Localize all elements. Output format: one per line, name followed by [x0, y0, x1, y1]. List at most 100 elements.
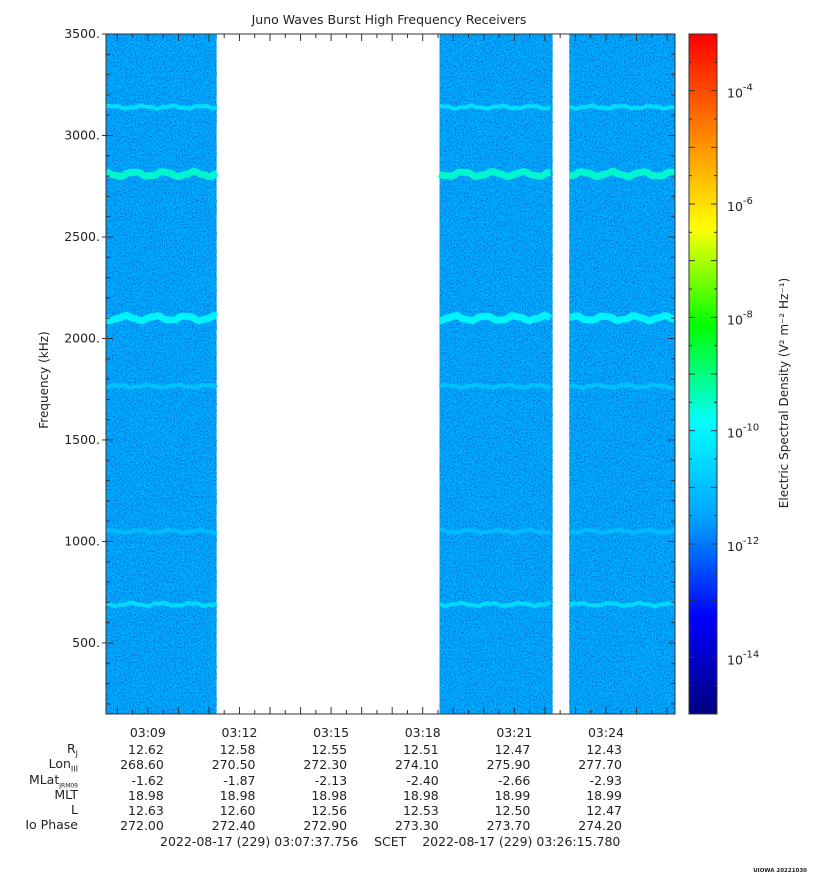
- ephemeris-row-label: RJ: [67, 741, 78, 759]
- ephemeris-cell: 12.43: [586, 742, 622, 757]
- emission-line: [569, 167, 675, 181]
- ephemeris-cell: 274.20: [578, 818, 622, 833]
- emission-line: [569, 527, 675, 536]
- y-axis: 500. 1000. 1500. 2000. 2500. 3000. 3500.: [64, 26, 675, 705]
- ephemeris-row-label: L: [71, 802, 78, 817]
- ephemeris-cell: 12.47: [586, 803, 622, 818]
- y-tick-label: 2000.: [64, 330, 100, 345]
- colorbar-tick-label: 10-8: [727, 309, 753, 327]
- y-tick-label: 1000.: [64, 533, 100, 548]
- x-tick-label: 03:15: [313, 725, 349, 740]
- colorbar-tick-exponent: -10: [743, 423, 759, 434]
- ephemeris-cell: 272.00: [120, 818, 164, 833]
- ephemeris-cell: 275.90: [486, 757, 531, 772]
- ephemeris-cell: 12.50: [494, 803, 531, 818]
- x-tick-label: 03:24: [588, 725, 624, 740]
- x-tick-label: 03:18: [405, 725, 441, 740]
- ephemeris-cell: 12.55: [311, 742, 348, 757]
- ephemeris-cell: 18.99: [586, 788, 622, 803]
- ephemeris-label-text: Io Phase: [25, 817, 78, 832]
- emission-line: [438, 382, 551, 390]
- ephemeris-cell: 12.51: [402, 742, 439, 757]
- emission-line: [438, 600, 552, 609]
- emission-line: [439, 527, 552, 536]
- colorbar-tick-exponent: -14: [743, 649, 759, 660]
- ephemeris-cell: 273.30: [394, 818, 439, 833]
- ephemeris-cell: 18.98: [128, 788, 164, 803]
- ephemeris-cell: 12.58: [219, 742, 256, 757]
- x-axis: 03:09 03:12 03:15 03:18 03:21 03:24: [116, 34, 668, 740]
- ephemeris-cell: 12.53: [402, 803, 439, 818]
- emission-line: [568, 600, 675, 609]
- emission-line: [438, 311, 553, 325]
- ephemeris-cell: 272.30: [303, 757, 348, 772]
- time-standard: SCET: [374, 834, 407, 849]
- emission-line: [106, 600, 218, 609]
- emission-line: [438, 103, 551, 111]
- time-range-footer: 2022-08-17 (229) 03:07:37.756 SCET 2022-…: [160, 834, 620, 849]
- ephemeris-cell: 272.90: [303, 818, 348, 833]
- ephemeris-label-text: MLT: [54, 787, 78, 802]
- ephemeris-cell: -2.66: [498, 773, 531, 788]
- ephemeris-cell: 268.60: [120, 757, 164, 772]
- x-tick-label: 03:09: [130, 725, 166, 740]
- ephemeris-cell: 12.62: [128, 742, 164, 757]
- ephemeris-row-label: MLatJRM09: [29, 772, 78, 790]
- colorbar-label: Electric Spectral Density (V² m⁻² Hz⁻¹): [777, 278, 791, 508]
- emission-line: [106, 103, 218, 111]
- emission-line: [437, 167, 551, 181]
- emission-line: [106, 311, 218, 325]
- ephemeris-cell: 270.50: [211, 757, 256, 772]
- ephemeris-cell: -2.40: [406, 773, 439, 788]
- ephemeris-cell: -2.93: [589, 773, 622, 788]
- emission-line: [568, 103, 675, 111]
- emission-line: [106, 382, 218, 391]
- colorbar-tick-label: 10-14: [727, 649, 759, 667]
- y-axis-label: Frequency (kHz): [37, 331, 51, 428]
- ephemeris-label-text: L: [71, 802, 78, 817]
- emission-line: [106, 167, 219, 181]
- ephemeris-cell: 273.70: [486, 818, 531, 833]
- x-tick-label: 03:21: [496, 725, 532, 740]
- ephemeris-cell: 18.98: [402, 788, 439, 803]
- ephemeris-label-text: R: [66, 741, 76, 756]
- ephemeris-cell: 277.70: [578, 757, 622, 772]
- y-tick-label: 1500.: [64, 432, 100, 447]
- colorbar-tick-exponent: -6: [743, 196, 753, 207]
- plot-frame: [105, 33, 676, 715]
- ephemeris-label-text: Lon: [48, 756, 71, 771]
- ephemeris-label-subscript: JRM09: [59, 782, 78, 790]
- x-tick-label: 03:12: [221, 725, 257, 740]
- ephemeris-cell: -2.13: [314, 773, 348, 788]
- colorbar-tick-exponent: -8: [743, 309, 753, 320]
- y-tick-label: 3000.: [64, 127, 100, 142]
- ephemeris-cell: 12.47: [494, 742, 531, 757]
- ephemeris-cell: 18.99: [494, 788, 531, 803]
- emission-line: [106, 527, 218, 536]
- data-segment-noise: [106, 34, 217, 714]
- y-tick-label: 2500.: [64, 229, 100, 244]
- ephemeris-label-subscript: III: [70, 764, 78, 774]
- ephemeris-cell: 274.10: [394, 757, 439, 772]
- end-time: 2022-08-17 (229) 03:26:15.780: [422, 834, 621, 849]
- y-tick-label: 3500.: [64, 26, 100, 41]
- start-time: 2022-08-17 (229) 03:07:37.756: [160, 834, 359, 849]
- colorbar-tick-exponent: -12: [743, 536, 759, 547]
- ephemeris-label-subscript: J: [75, 749, 78, 759]
- y-tick-label: 500.: [72, 635, 100, 650]
- chart-title: Juno Waves Burst High Frequency Receiver…: [251, 12, 527, 27]
- data-segment-noise: [439, 34, 553, 714]
- colorbar-tick-label: 10-10: [727, 423, 759, 441]
- data-segment-noise: [569, 34, 675, 714]
- ephemeris-cell: 12.60: [219, 803, 256, 818]
- ephemeris-cell: 12.63: [128, 803, 164, 818]
- ephemeris-cell: 18.98: [311, 788, 348, 803]
- ephemeris-cell: 272.40: [211, 818, 256, 833]
- ephemeris-row-label: MLT: [54, 787, 78, 802]
- emission-line: [569, 311, 675, 325]
- ephemeris-cell: 12.56: [311, 803, 348, 818]
- ephemeris-label-text: MLat: [28, 772, 60, 787]
- ephemeris-cell: -1.62: [131, 773, 164, 788]
- ephemeris-cell: 18.98: [219, 788, 256, 803]
